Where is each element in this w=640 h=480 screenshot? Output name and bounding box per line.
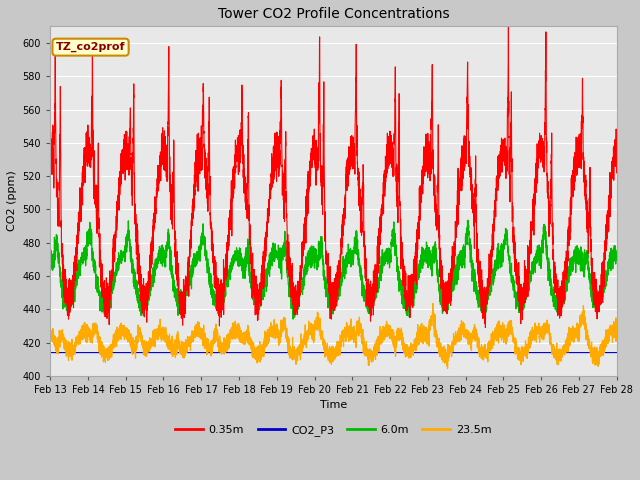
0.35m xyxy=(512,256,520,262)
23.5m xyxy=(149,332,157,337)
23.5m xyxy=(46,330,54,336)
Line: 23.5m: 23.5m xyxy=(50,303,616,369)
23.5m xyxy=(512,342,520,348)
6.0m xyxy=(469,261,477,266)
CO2_P3 xyxy=(263,350,271,356)
23.5m xyxy=(386,325,394,331)
23.5m xyxy=(415,341,422,347)
6.0m xyxy=(612,253,620,259)
Line: 0.35m: 0.35m xyxy=(50,24,616,327)
6.0m xyxy=(464,217,472,223)
0.35m xyxy=(46,150,54,156)
CO2_P3 xyxy=(46,350,54,356)
CO2_P3 xyxy=(469,350,477,356)
23.5m xyxy=(444,366,451,372)
6.0m xyxy=(386,259,394,265)
23.5m xyxy=(429,300,436,306)
0.35m xyxy=(504,21,512,27)
CO2_P3 xyxy=(415,350,422,356)
0.35m xyxy=(149,248,157,254)
0.35m xyxy=(415,215,422,221)
0.35m xyxy=(386,141,394,146)
Text: TZ_co2prof: TZ_co2prof xyxy=(56,42,125,52)
23.5m xyxy=(469,327,477,333)
0.35m xyxy=(481,324,489,330)
6.0m xyxy=(415,266,422,272)
23.5m xyxy=(263,337,271,343)
0.35m xyxy=(612,170,620,176)
CO2_P3 xyxy=(149,350,157,356)
CO2_P3 xyxy=(386,350,394,356)
6.0m xyxy=(263,272,271,277)
Y-axis label: CO2 (ppm): CO2 (ppm) xyxy=(7,171,17,231)
6.0m xyxy=(512,304,520,310)
23.5m xyxy=(612,323,620,328)
6.0m xyxy=(289,316,297,322)
CO2_P3 xyxy=(612,350,620,356)
0.35m xyxy=(469,203,477,208)
Line: 6.0m: 6.0m xyxy=(50,220,616,319)
0.35m xyxy=(263,234,271,240)
6.0m xyxy=(149,265,157,271)
Legend: 0.35m, CO2_P3, 6.0m, 23.5m: 0.35m, CO2_P3, 6.0m, 23.5m xyxy=(171,420,496,440)
Title: Tower CO2 Profile Concentrations: Tower CO2 Profile Concentrations xyxy=(218,7,449,21)
CO2_P3 xyxy=(512,350,520,356)
X-axis label: Time: Time xyxy=(320,400,347,410)
6.0m xyxy=(46,252,54,257)
